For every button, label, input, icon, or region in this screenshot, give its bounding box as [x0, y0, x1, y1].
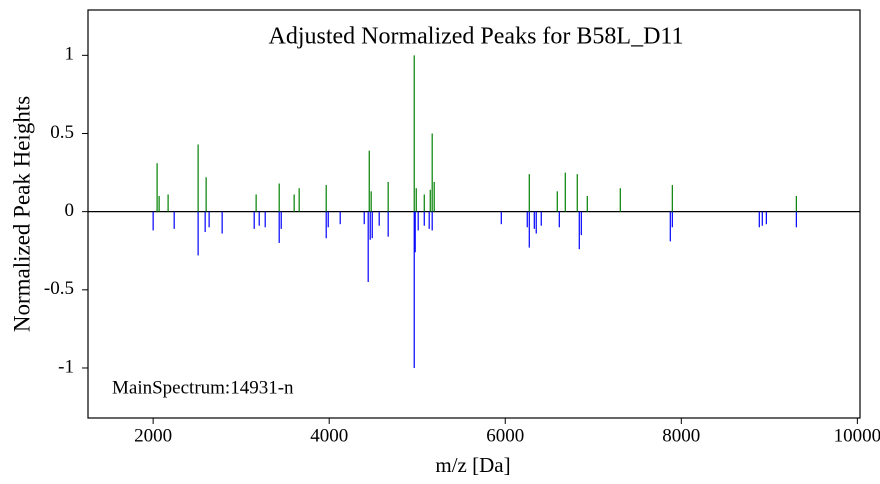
x-tick-label: 4000 [310, 425, 348, 446]
annotation: MainSpectrum:14931-n [112, 377, 294, 398]
x-axis-label: m/z [Da] [435, 453, 510, 477]
x-tick-label: 10000 [834, 425, 880, 446]
y-tick-label: 1 [65, 44, 75, 65]
x-tick-label: 2000 [134, 425, 172, 446]
x-tick-label: 8000 [662, 425, 700, 446]
y-tick-label: -0.5 [44, 278, 74, 299]
x-tick-label: 6000 [486, 425, 524, 446]
y-axis-label: Normalized Peak Heights [9, 96, 34, 332]
plot-frame [87, 9, 861, 419]
y-tick-label: -1 [58, 356, 74, 377]
y-tick-label: 0.5 [50, 122, 74, 143]
y-tick-label: 0 [65, 200, 75, 221]
chart-title: Adjusted Normalized Peaks for B58L_D11 [268, 24, 683, 50]
